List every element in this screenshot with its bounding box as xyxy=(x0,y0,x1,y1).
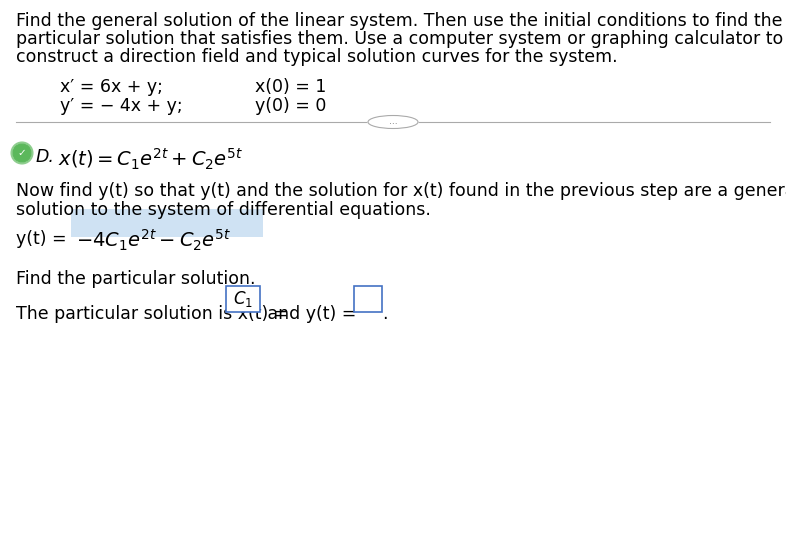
Text: The particular solution is x(t) =: The particular solution is x(t) = xyxy=(16,305,294,323)
Circle shape xyxy=(13,144,31,162)
Text: $x(t) = C_1e^{2t} + C_2e^{5t}$: $x(t) = C_1e^{2t} + C_2e^{5t}$ xyxy=(58,147,244,172)
Text: y(0) = 0: y(0) = 0 xyxy=(255,97,326,115)
Text: $C_1$: $C_1$ xyxy=(233,289,253,309)
Text: construct a direction field and typical solution curves for the system.: construct a direction field and typical … xyxy=(16,48,618,66)
Text: and y(t) =: and y(t) = xyxy=(262,305,362,323)
Text: D.: D. xyxy=(36,148,55,166)
Text: solution to the system of differential equations.: solution to the system of differential e… xyxy=(16,201,431,219)
Text: .: . xyxy=(382,305,387,323)
Text: Find the general solution of the linear system. Then use the initial conditions : Find the general solution of the linear … xyxy=(16,12,783,30)
Text: y(t) =: y(t) = xyxy=(16,230,72,248)
Text: particular solution that satisfies them. Use a computer system or graphing calcu: particular solution that satisfies them.… xyxy=(16,30,784,48)
Ellipse shape xyxy=(368,116,418,129)
FancyBboxPatch shape xyxy=(354,286,382,312)
Text: Find the particular solution.: Find the particular solution. xyxy=(16,270,255,288)
Text: $-4C_1e^{2t} - C_2e^{5t}$: $-4C_1e^{2t} - C_2e^{5t}$ xyxy=(76,228,231,253)
Text: x(0) = 1: x(0) = 1 xyxy=(255,78,326,96)
FancyBboxPatch shape xyxy=(226,286,260,312)
Text: y′ = − 4x + y;: y′ = − 4x + y; xyxy=(60,97,182,115)
Text: x′ = 6x + y;: x′ = 6x + y; xyxy=(60,78,163,96)
Text: Now find y(t) so that y(t) and the solution for x(t) found in the previous step : Now find y(t) so that y(t) and the solut… xyxy=(16,182,786,200)
Text: ...: ... xyxy=(389,118,397,126)
Text: ✓: ✓ xyxy=(17,148,27,158)
FancyBboxPatch shape xyxy=(71,209,263,237)
